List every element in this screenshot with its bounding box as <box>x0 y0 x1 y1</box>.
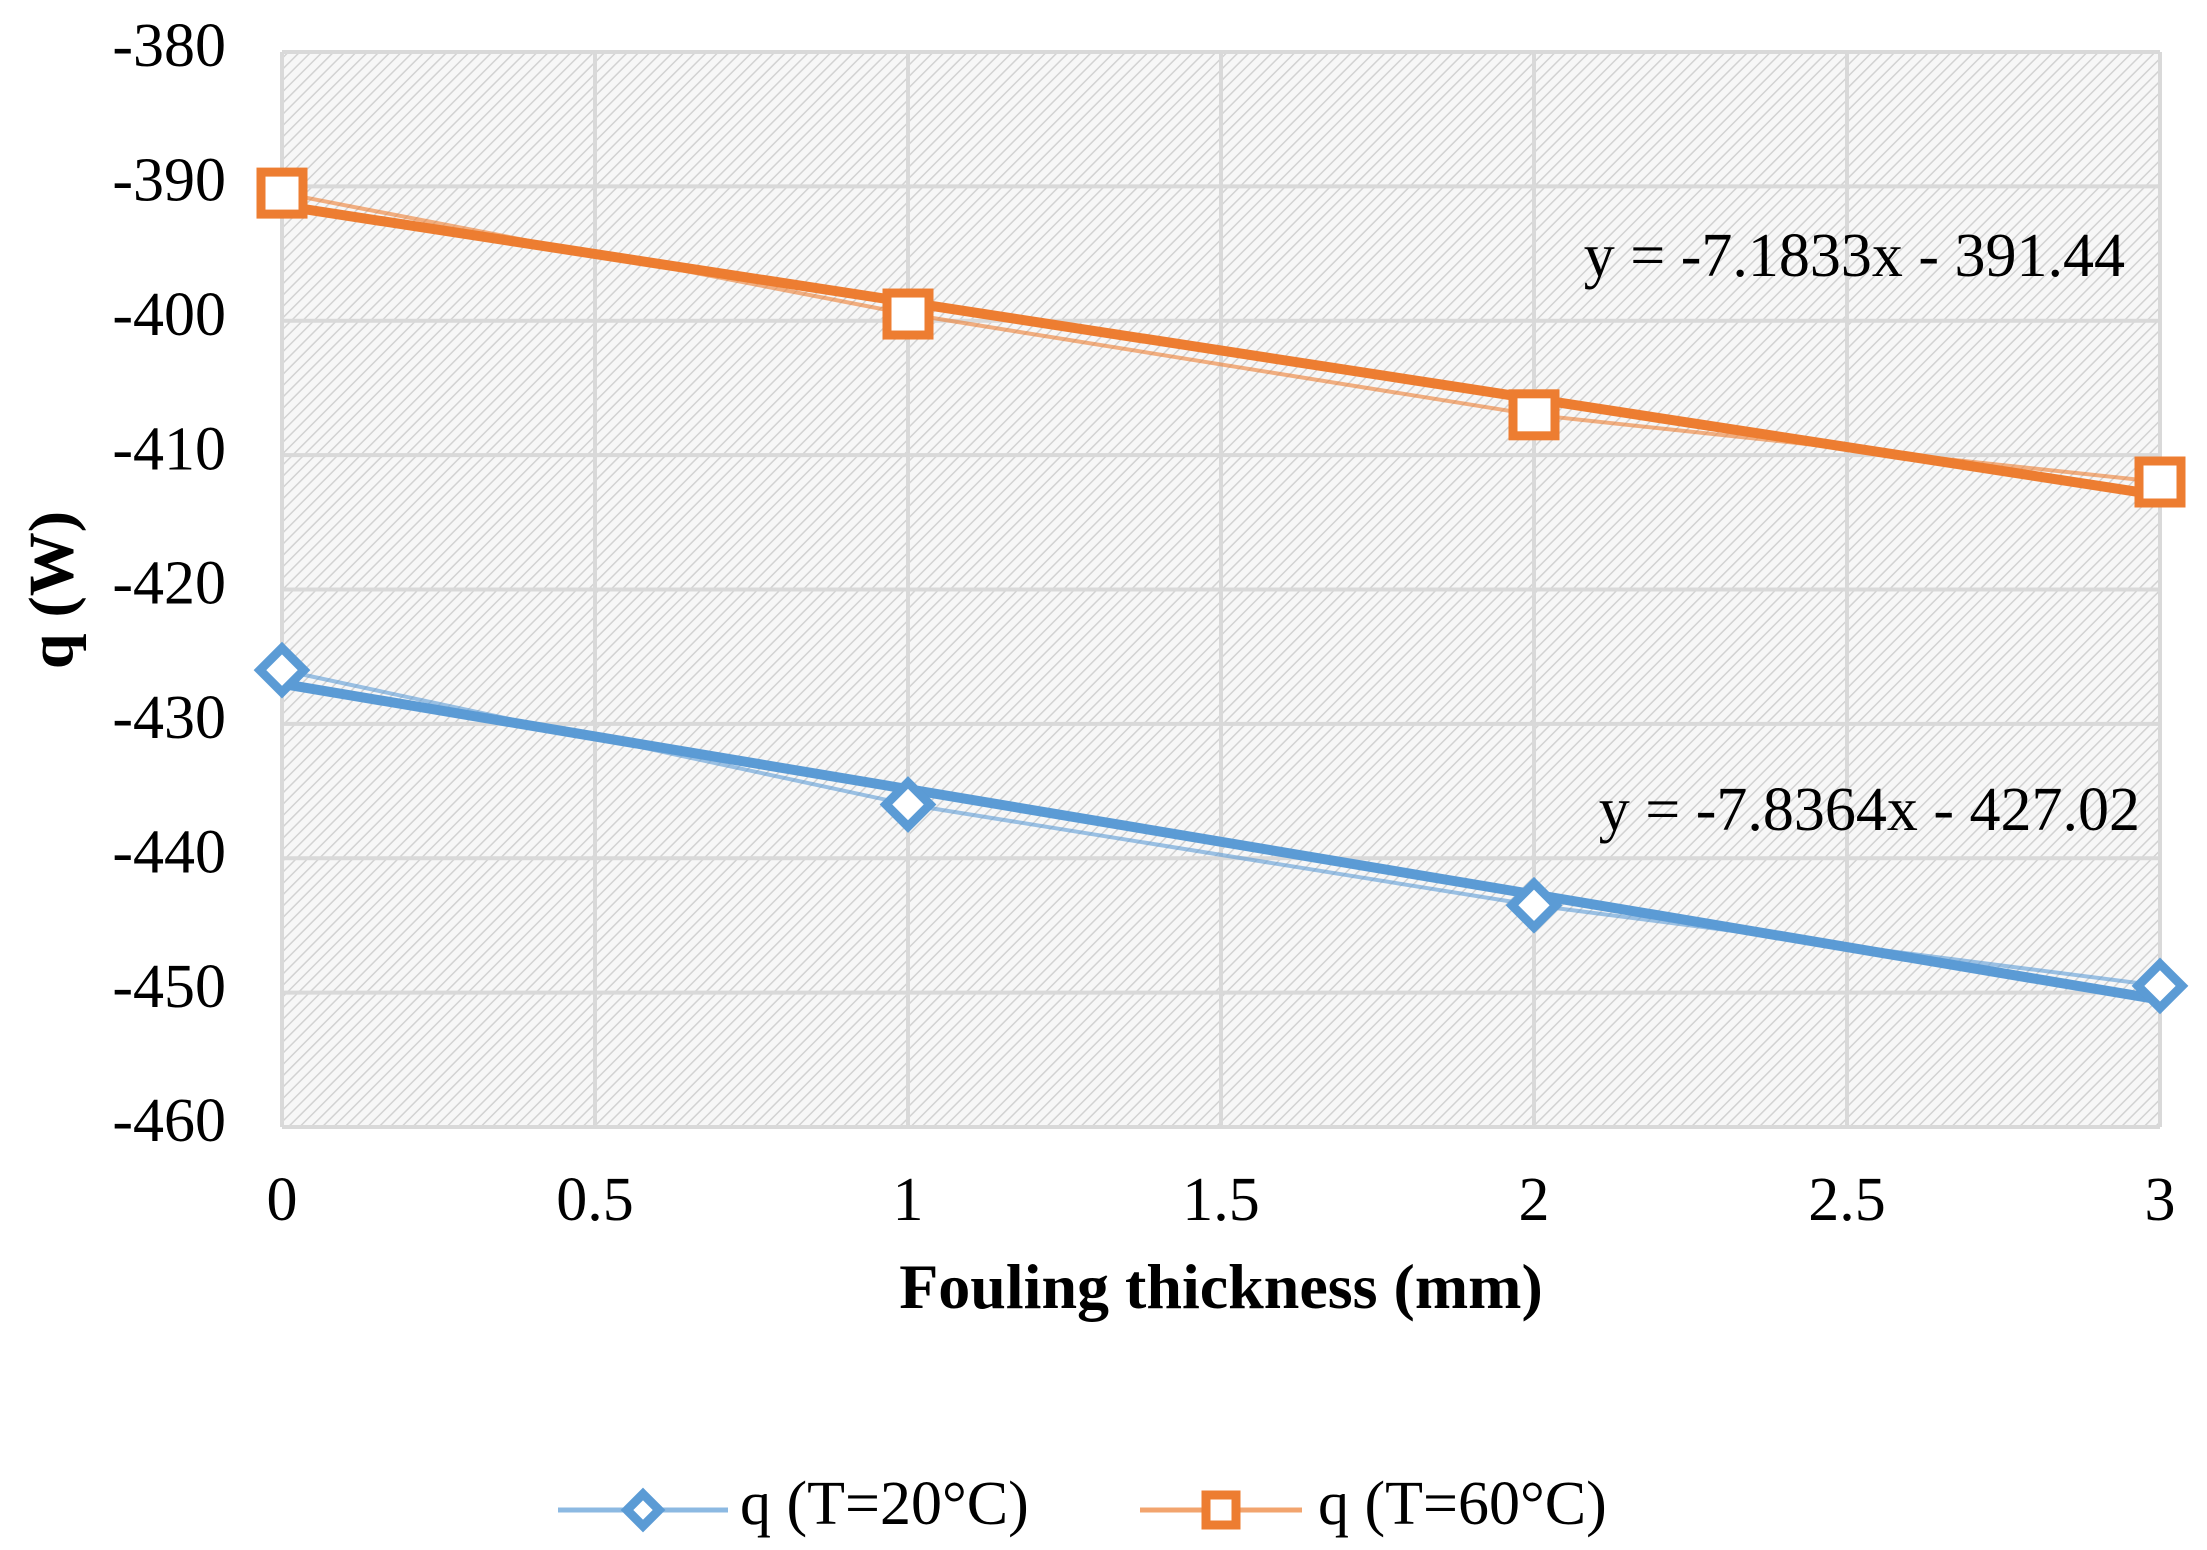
data-point <box>879 776 937 833</box>
x-axis-ticks: 0 0.5 1 1.5 2 2.5 3 <box>267 1166 2176 1234</box>
y-axis-title: q (W) <box>16 511 87 669</box>
legend-marker <box>1201 1490 1241 1530</box>
data-point <box>256 167 308 219</box>
data-point <box>882 288 934 340</box>
y-tick-label: -460 <box>112 1087 226 1155</box>
legend-item: q (T=60°C) <box>1140 1470 1607 1538</box>
x-tick-label: 3 <box>2145 1166 2176 1234</box>
series-line <box>281 191 2161 484</box>
trendline-equation: y = -7.1833x - 391.44 <box>1584 222 2125 290</box>
y-tick-label: -400 <box>112 281 226 349</box>
y-tick-label: -410 <box>112 415 226 483</box>
data-point <box>1505 876 1563 934</box>
x-tick-label: 2.5 <box>1808 1166 1886 1234</box>
legend-label: q (T=60°C) <box>1318 1470 1607 1538</box>
data-point <box>253 641 311 699</box>
series-line <box>281 668 2161 988</box>
legend-marker <box>620 1487 666 1533</box>
y-tick-label: -430 <box>112 684 226 752</box>
x-axis-title: Fouling thickness (mm) <box>899 1251 1543 1322</box>
data-point <box>2131 957 2189 1015</box>
series-layer <box>253 167 2189 1015</box>
series-2 <box>256 167 2186 508</box>
y-axis-ticks: -380 -390 -400 -410 -420 -430 -440 -450 -460 <box>112 12 226 1155</box>
trendline-equations: y = -7.8364x - 427.02 y = -7.1833x - 391.… <box>1584 222 2140 844</box>
x-tick-label: 1.5 <box>1182 1166 1260 1234</box>
series-1 <box>253 641 2189 1015</box>
y-tick-label: -420 <box>112 550 226 618</box>
trendline-equation: y = -7.8364x - 427.02 <box>1599 776 2140 844</box>
legend: q (T=20°C) q (T=60°C) <box>558 1470 1607 1538</box>
x-tick-label: 0.5 <box>556 1166 634 1234</box>
data-point <box>2134 456 2186 508</box>
y-tick-label: -440 <box>112 818 226 886</box>
legend-label: q (T=20°C) <box>740 1470 1029 1538</box>
x-tick-label: 0 <box>267 1166 298 1234</box>
legend-item: q (T=20°C) <box>558 1470 1029 1538</box>
x-tick-label: 1 <box>893 1166 924 1234</box>
y-tick-label: -390 <box>112 147 226 215</box>
x-tick-label: 2 <box>1519 1166 1550 1234</box>
y-tick-label: -380 <box>112 12 226 80</box>
data-point <box>1508 389 1560 441</box>
y-tick-label: -450 <box>112 953 226 1021</box>
grid-lines <box>280 50 2162 1129</box>
